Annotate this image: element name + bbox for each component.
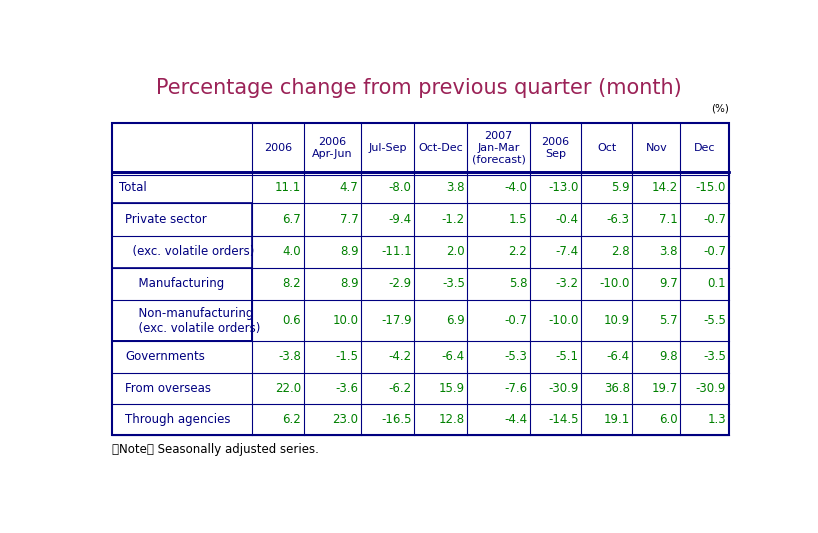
Text: 6.0: 6.0 (659, 413, 678, 426)
Text: 2006
Sep: 2006 Sep (542, 136, 569, 159)
Text: -15.0: -15.0 (695, 181, 726, 194)
Text: 23.0: 23.0 (333, 413, 358, 426)
Text: -0.4: -0.4 (555, 213, 578, 226)
Text: 5.7: 5.7 (659, 314, 678, 327)
Text: 6.2: 6.2 (282, 413, 301, 426)
Text: Manufacturing: Manufacturing (132, 278, 225, 290)
Text: -3.5: -3.5 (703, 350, 726, 364)
Text: Total: Total (119, 181, 146, 194)
Text: -6.4: -6.4 (607, 350, 630, 364)
Text: -1.2: -1.2 (442, 213, 465, 226)
Text: 8.9: 8.9 (340, 278, 358, 290)
Text: 19.1: 19.1 (604, 413, 630, 426)
Text: -8.0: -8.0 (389, 181, 411, 194)
Text: -0.7: -0.7 (505, 314, 528, 327)
Text: 9.7: 9.7 (659, 278, 678, 290)
Text: 1.5: 1.5 (509, 213, 528, 226)
Text: 3.8: 3.8 (659, 245, 678, 259)
Text: 2.2: 2.2 (509, 245, 528, 259)
Text: -10.0: -10.0 (548, 314, 578, 327)
Text: -30.9: -30.9 (548, 382, 578, 395)
Text: Non-manufacturing
  (exc. volatile orders): Non-manufacturing (exc. volatile orders) (132, 307, 261, 335)
Text: -4.0: -4.0 (505, 181, 528, 194)
Text: 5.9: 5.9 (611, 181, 630, 194)
Text: -13.0: -13.0 (548, 181, 578, 194)
Text: 9.8: 9.8 (659, 350, 678, 364)
Text: -3.8: -3.8 (278, 350, 301, 364)
Text: -3.5: -3.5 (442, 278, 465, 290)
Text: 0.1: 0.1 (708, 278, 726, 290)
Text: 10.0: 10.0 (333, 314, 358, 327)
Text: -5.3: -5.3 (505, 350, 528, 364)
Text: 2007
Jan-Mar
(forecast): 2007 Jan-Mar (forecast) (472, 131, 525, 165)
Text: -0.7: -0.7 (703, 245, 726, 259)
Text: -17.9: -17.9 (381, 314, 411, 327)
Text: Percentage change from previous quarter (month): Percentage change from previous quarter … (156, 78, 682, 98)
Text: 7.1: 7.1 (659, 213, 678, 226)
Text: -10.0: -10.0 (600, 278, 630, 290)
Text: -1.5: -1.5 (335, 350, 358, 364)
Text: 15.9: 15.9 (438, 382, 465, 395)
Text: -14.5: -14.5 (548, 413, 578, 426)
Text: 19.7: 19.7 (652, 382, 678, 395)
Text: 2.8: 2.8 (611, 245, 630, 259)
Text: 11.1: 11.1 (275, 181, 301, 194)
Text: 12.8: 12.8 (438, 413, 465, 426)
Text: （Note） Seasonally adjusted series.: （Note） Seasonally adjusted series. (112, 443, 319, 456)
Text: Jul-Sep: Jul-Sep (368, 143, 407, 152)
Text: -16.5: -16.5 (381, 413, 411, 426)
Text: 14.2: 14.2 (652, 181, 678, 194)
Text: -6.3: -6.3 (607, 213, 630, 226)
Text: -30.9: -30.9 (695, 382, 726, 395)
Text: From overseas: From overseas (125, 382, 211, 395)
Text: -11.1: -11.1 (381, 245, 411, 259)
Text: Oct-Dec: Oct-Dec (419, 143, 463, 152)
Text: -7.6: -7.6 (504, 382, 528, 395)
Text: 10.9: 10.9 (604, 314, 630, 327)
Text: 7.7: 7.7 (339, 213, 358, 226)
Text: 2006
Apr-Jun: 2006 Apr-Jun (312, 136, 353, 159)
Text: 5.8: 5.8 (509, 278, 528, 290)
Text: Dec: Dec (694, 143, 715, 152)
Text: -3.2: -3.2 (555, 278, 578, 290)
Text: Through agencies: Through agencies (125, 413, 231, 426)
Text: 36.8: 36.8 (604, 382, 630, 395)
Text: (%): (%) (711, 103, 729, 113)
Text: 8.9: 8.9 (340, 245, 358, 259)
Text: -4.4: -4.4 (504, 413, 528, 426)
Text: Governments: Governments (125, 350, 205, 364)
Text: Nov: Nov (645, 143, 667, 152)
Text: -6.4: -6.4 (442, 350, 465, 364)
Text: (exc. volatile orders): (exc. volatile orders) (125, 245, 254, 259)
Text: 2.0: 2.0 (446, 245, 465, 259)
Text: 22.0: 22.0 (275, 382, 301, 395)
Text: 3.8: 3.8 (447, 181, 465, 194)
Text: Oct: Oct (597, 143, 616, 152)
Text: 0.6: 0.6 (282, 314, 301, 327)
Text: Private sector: Private sector (125, 213, 207, 226)
Text: -0.7: -0.7 (703, 213, 726, 226)
Text: -5.5: -5.5 (703, 314, 726, 327)
Text: 4.7: 4.7 (339, 181, 358, 194)
Text: -5.1: -5.1 (555, 350, 578, 364)
Text: -7.4: -7.4 (555, 245, 578, 259)
Text: 6.9: 6.9 (446, 314, 465, 327)
Text: 4.0: 4.0 (282, 245, 301, 259)
Text: -6.2: -6.2 (389, 382, 411, 395)
Text: -3.6: -3.6 (335, 382, 358, 395)
Text: 6.7: 6.7 (282, 213, 301, 226)
Text: 2006: 2006 (264, 143, 292, 152)
Text: 1.3: 1.3 (708, 413, 726, 426)
Text: 8.2: 8.2 (282, 278, 301, 290)
Text: -2.9: -2.9 (389, 278, 411, 290)
Text: -9.4: -9.4 (389, 213, 411, 226)
Text: -4.2: -4.2 (389, 350, 411, 364)
